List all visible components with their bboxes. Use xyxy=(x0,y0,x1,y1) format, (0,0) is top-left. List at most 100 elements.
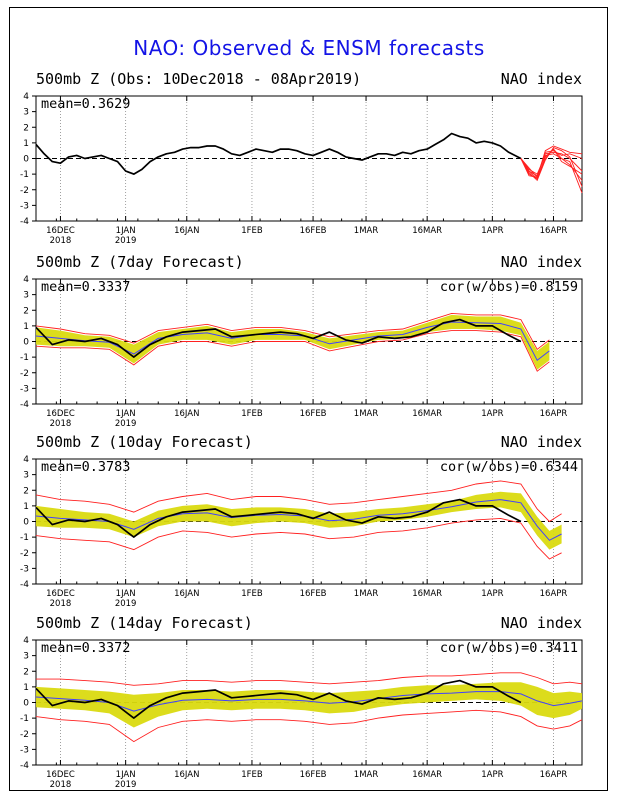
x-tick-label: 1APR xyxy=(481,226,503,236)
forecast-member-line xyxy=(520,145,583,178)
y-tick-label: 3 xyxy=(23,108,29,118)
y-tick-label: -2 xyxy=(20,549,29,559)
observed-line xyxy=(35,132,522,175)
y-tick-label: -3 xyxy=(20,564,29,574)
x-tick-sublabel: 2018 xyxy=(50,780,72,790)
x-tick-label: 16MAR xyxy=(412,589,442,599)
x-tick-sublabel: 2019 xyxy=(115,419,137,429)
forecast-member-line xyxy=(520,147,583,187)
ensemble-mean-line xyxy=(35,691,583,712)
x-tick-label: 16DEC xyxy=(46,770,75,780)
x-tick-label: 16APR xyxy=(540,409,568,419)
y-tick-label: -1 xyxy=(20,714,29,724)
x-tick-label: 1MAR xyxy=(354,409,379,419)
forecast-member-line xyxy=(35,312,550,350)
x-tick-label: 16APR xyxy=(540,770,568,780)
y-tick-label: 0 xyxy=(23,518,29,528)
mean-label: mean=0.3629 xyxy=(41,96,130,112)
x-tick-label: 16APR xyxy=(540,589,568,599)
x-tick-label: 1FEB xyxy=(241,226,263,236)
y-tick-label: 1 xyxy=(23,322,29,332)
x-tick-label: 1FEB xyxy=(241,409,263,419)
y-tick-label: 4 xyxy=(23,636,29,646)
y-tick-label: 0 xyxy=(23,699,29,709)
panel-title: 500mb Z (7day Forecast) xyxy=(36,253,244,271)
y-tick-label: 4 xyxy=(23,92,29,102)
y-tick-label: -1 xyxy=(20,533,29,543)
y-tick-label: -2 xyxy=(20,186,29,196)
x-tick-label: 16FEB xyxy=(300,770,327,780)
x-tick-sublabel: 2018 xyxy=(50,236,72,246)
x-tick-label: 16FEB xyxy=(300,226,327,236)
x-tick-label: 16MAR xyxy=(412,770,442,780)
panel-2: 500mb Z (7day Forecast) NAO index 4 3 2 1 0 -1 -… xyxy=(20,253,583,429)
x-tick-label: 16FEB xyxy=(300,409,327,419)
y-tick-label: 2 xyxy=(23,123,29,133)
y-tick-label: -1 xyxy=(20,170,29,180)
x-tick-sublabel: 2019 xyxy=(115,780,137,790)
mean-label: mean=0.3337 xyxy=(41,279,130,295)
panel-3: 500mb Z (10day Forecast) NAO index 4 3 2 1 0 -1… xyxy=(20,433,583,609)
ensemble-mean-line xyxy=(35,499,562,541)
y-tick-label: 1 xyxy=(23,139,29,149)
x-tick-label: 16JAN xyxy=(174,409,199,419)
forecast-member-line xyxy=(35,517,562,560)
x-tick-sublabel: 2019 xyxy=(115,599,137,609)
forecast-member-line xyxy=(36,672,583,686)
forecast-member-line xyxy=(520,153,583,194)
chart-title: NAO: Observed & ENSM forecasts xyxy=(133,36,485,60)
x-tick-label: 1MAR xyxy=(354,226,379,236)
mean-label: mean=0.3372 xyxy=(41,640,130,656)
x-tick-label: 16DEC xyxy=(46,226,75,236)
x-tick-label: 1APR xyxy=(481,589,503,599)
x-tick-label: 1FEB xyxy=(241,589,263,599)
forecast-member-line xyxy=(35,330,550,372)
y-tick-label: -2 xyxy=(20,369,29,379)
x-tick-label: 1JAN xyxy=(116,226,136,236)
y-tick-label: 3 xyxy=(23,652,29,662)
x-tick-label: 16DEC xyxy=(46,589,75,599)
observed-line xyxy=(35,679,522,719)
forecast-member-line xyxy=(520,150,583,179)
correlation-label: cor(w/obs)=0.6344 xyxy=(440,459,578,475)
panel-title: 500mb Z (10day Forecast) xyxy=(36,433,253,451)
x-tick-label: 16MAR xyxy=(412,226,442,236)
forecast-member-line xyxy=(35,480,562,523)
y-tick-label: -2 xyxy=(20,730,29,740)
x-tick-label: 16JAN xyxy=(174,226,199,236)
x-tick-label: 16JAN xyxy=(174,589,199,599)
y-tick-label: -4 xyxy=(20,580,29,590)
x-tick-sublabel: 2019 xyxy=(115,236,137,246)
panel-1: 500mb Z (Obs: 10Dec2018 - 08Apr2019) NAO … xyxy=(20,70,583,246)
y-tick-label: 0 xyxy=(23,338,29,348)
x-tick-label: 1APR xyxy=(481,770,503,780)
x-tick-label: 16MAR xyxy=(412,409,442,419)
y-tick-label: 2 xyxy=(23,667,29,677)
x-tick-label: 1APR xyxy=(481,409,503,419)
y-tick-label: 1 xyxy=(23,683,29,693)
x-tick-label: 1FEB xyxy=(241,770,263,780)
x-tick-sublabel: 2018 xyxy=(50,599,72,609)
spread-band xyxy=(36,314,550,370)
y-tick-label: 3 xyxy=(23,471,29,481)
x-tick-label: 1MAR xyxy=(354,770,379,780)
forecast-member-line xyxy=(35,709,583,743)
x-tick-label: 1MAR xyxy=(354,589,379,599)
y-tick-label: -3 xyxy=(20,201,29,211)
panel-title: 500mb Z (14day Forecast) xyxy=(36,614,253,632)
panel-4: 500mb Z (14day Forecast) NAO index 4 3 2 1 0 -1… xyxy=(20,614,583,790)
x-tick-label: 1JAN xyxy=(116,589,136,599)
y-tick-label: 1 xyxy=(23,502,29,512)
x-tick-label: 1JAN xyxy=(116,409,136,419)
correlation-label: cor(w/obs)=0.3411 xyxy=(440,640,578,656)
y-tick-label: -1 xyxy=(20,353,29,363)
panel-right-title: NAO index xyxy=(501,614,582,632)
panel-right-title: NAO index xyxy=(501,433,582,451)
y-tick-label: -4 xyxy=(20,217,29,227)
panel-title: 500mb Z (Obs: 10Dec2018 - 08Apr2019) xyxy=(36,70,361,88)
figure-frame xyxy=(9,7,608,791)
panel-right-title: NAO index xyxy=(501,253,582,271)
y-tick-label: 4 xyxy=(23,455,29,465)
forecast-member-line xyxy=(520,148,583,180)
